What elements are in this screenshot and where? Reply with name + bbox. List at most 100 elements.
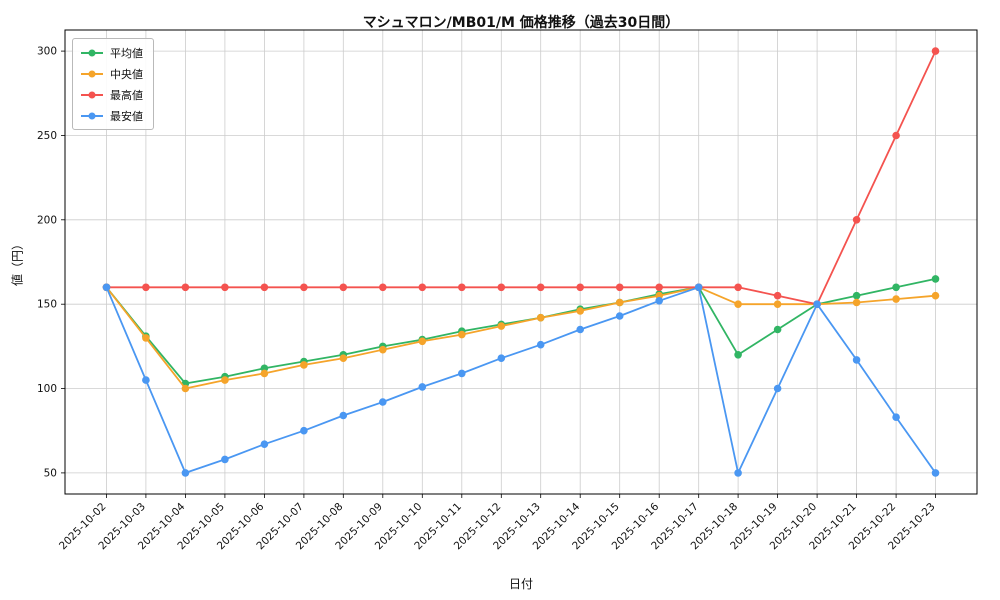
data-point [892, 295, 900, 303]
legend-dot-icon [88, 49, 96, 57]
data-point [181, 384, 190, 393]
data-point [892, 131, 900, 140]
data-point [892, 413, 900, 422]
chart-title: マシュマロン/MB01/M 価格推移（過去30日間） [362, 15, 680, 31]
data-point [734, 469, 742, 477]
data-point [931, 469, 940, 477]
data-point [418, 283, 427, 292]
data-point [418, 383, 427, 391]
data-point [734, 283, 742, 292]
data-point [142, 376, 150, 384]
data-point [931, 47, 940, 55]
data-point [813, 300, 821, 309]
legend-line-marker [81, 49, 103, 57]
data-point [734, 300, 742, 309]
legend-line-marker [81, 70, 103, 78]
data-point [497, 283, 506, 292]
data-point [142, 334, 150, 342]
data-point [379, 398, 387, 406]
legend-item-average: 平均値 [81, 46, 143, 60]
x-axis-label: 日付 [508, 577, 533, 591]
data-point [300, 283, 308, 292]
data-point [773, 300, 782, 309]
data-point [655, 283, 663, 292]
legend-item-max: 最高値 [81, 88, 143, 102]
series-line [105, 286, 937, 474]
legend-label: 最高値 [110, 89, 143, 102]
y-tick-label: 200 [37, 214, 57, 226]
data-point [221, 283, 229, 292]
data-point [221, 376, 229, 384]
data-point [497, 354, 506, 363]
data-point [734, 351, 742, 359]
data-point [655, 297, 663, 305]
series-max [102, 47, 940, 309]
data-point [221, 455, 229, 464]
data-point [458, 330, 466, 339]
data-point [694, 283, 703, 292]
data-point [339, 411, 348, 420]
series-average [102, 275, 940, 388]
data-point [339, 354, 348, 363]
legend-item-min: 最安値 [81, 109, 143, 123]
data-point [458, 283, 466, 292]
data-point [576, 283, 584, 292]
data-point [931, 291, 940, 300]
series-line [105, 286, 936, 390]
data-point [418, 337, 427, 346]
legend-line-marker [81, 91, 103, 99]
data-point [773, 325, 782, 334]
data-point [615, 298, 624, 307]
data-point [773, 384, 782, 393]
data-point [892, 283, 900, 292]
y-tick-label: 50 [44, 467, 57, 479]
data-point [852, 216, 861, 224]
legend-dot-icon [88, 70, 96, 78]
plot-frame [64, 29, 978, 495]
data-point [852, 298, 861, 307]
y-axis-label: 値（円） [10, 237, 25, 287]
legend-line-marker [81, 112, 103, 120]
y-tick-label: 250 [37, 130, 57, 142]
data-point [852, 356, 861, 364]
data-point [300, 426, 308, 435]
data-point [379, 345, 387, 354]
data-point [536, 313, 545, 322]
data-point [536, 340, 545, 349]
data-point [773, 291, 782, 300]
data-point [497, 322, 506, 330]
data-point [339, 283, 348, 292]
legend-dot-icon [88, 112, 96, 120]
legend-item-median: 中央値 [81, 67, 143, 81]
series-line [106, 50, 937, 306]
data-point [181, 283, 190, 292]
y-tick-label: 150 [37, 299, 57, 311]
data-point [852, 291, 861, 300]
series-min [102, 283, 940, 477]
data-point [615, 312, 624, 320]
data-point [379, 283, 387, 292]
data-point [142, 283, 150, 292]
data-point [102, 283, 111, 292]
data-point [260, 283, 269, 292]
data-point [576, 325, 584, 334]
series-line [105, 278, 936, 385]
legend-dot-icon [88, 91, 96, 99]
data-point [576, 307, 584, 315]
data-point [300, 361, 308, 369]
y-tick-label: 100 [37, 383, 57, 395]
legend-label: 最安値 [110, 110, 143, 123]
data-point [615, 283, 624, 292]
legend: 平均値中央値最高値最安値 [72, 38, 154, 130]
y-tick-label: 300 [37, 46, 57, 58]
data-point [260, 369, 269, 378]
data-point [931, 275, 940, 283]
data-point [260, 440, 269, 449]
data-point [458, 369, 466, 378]
data-point [536, 283, 545, 292]
legend-label: 中央値 [110, 68, 143, 81]
legend-label: 平均値 [110, 47, 143, 60]
data-point [181, 469, 190, 477]
